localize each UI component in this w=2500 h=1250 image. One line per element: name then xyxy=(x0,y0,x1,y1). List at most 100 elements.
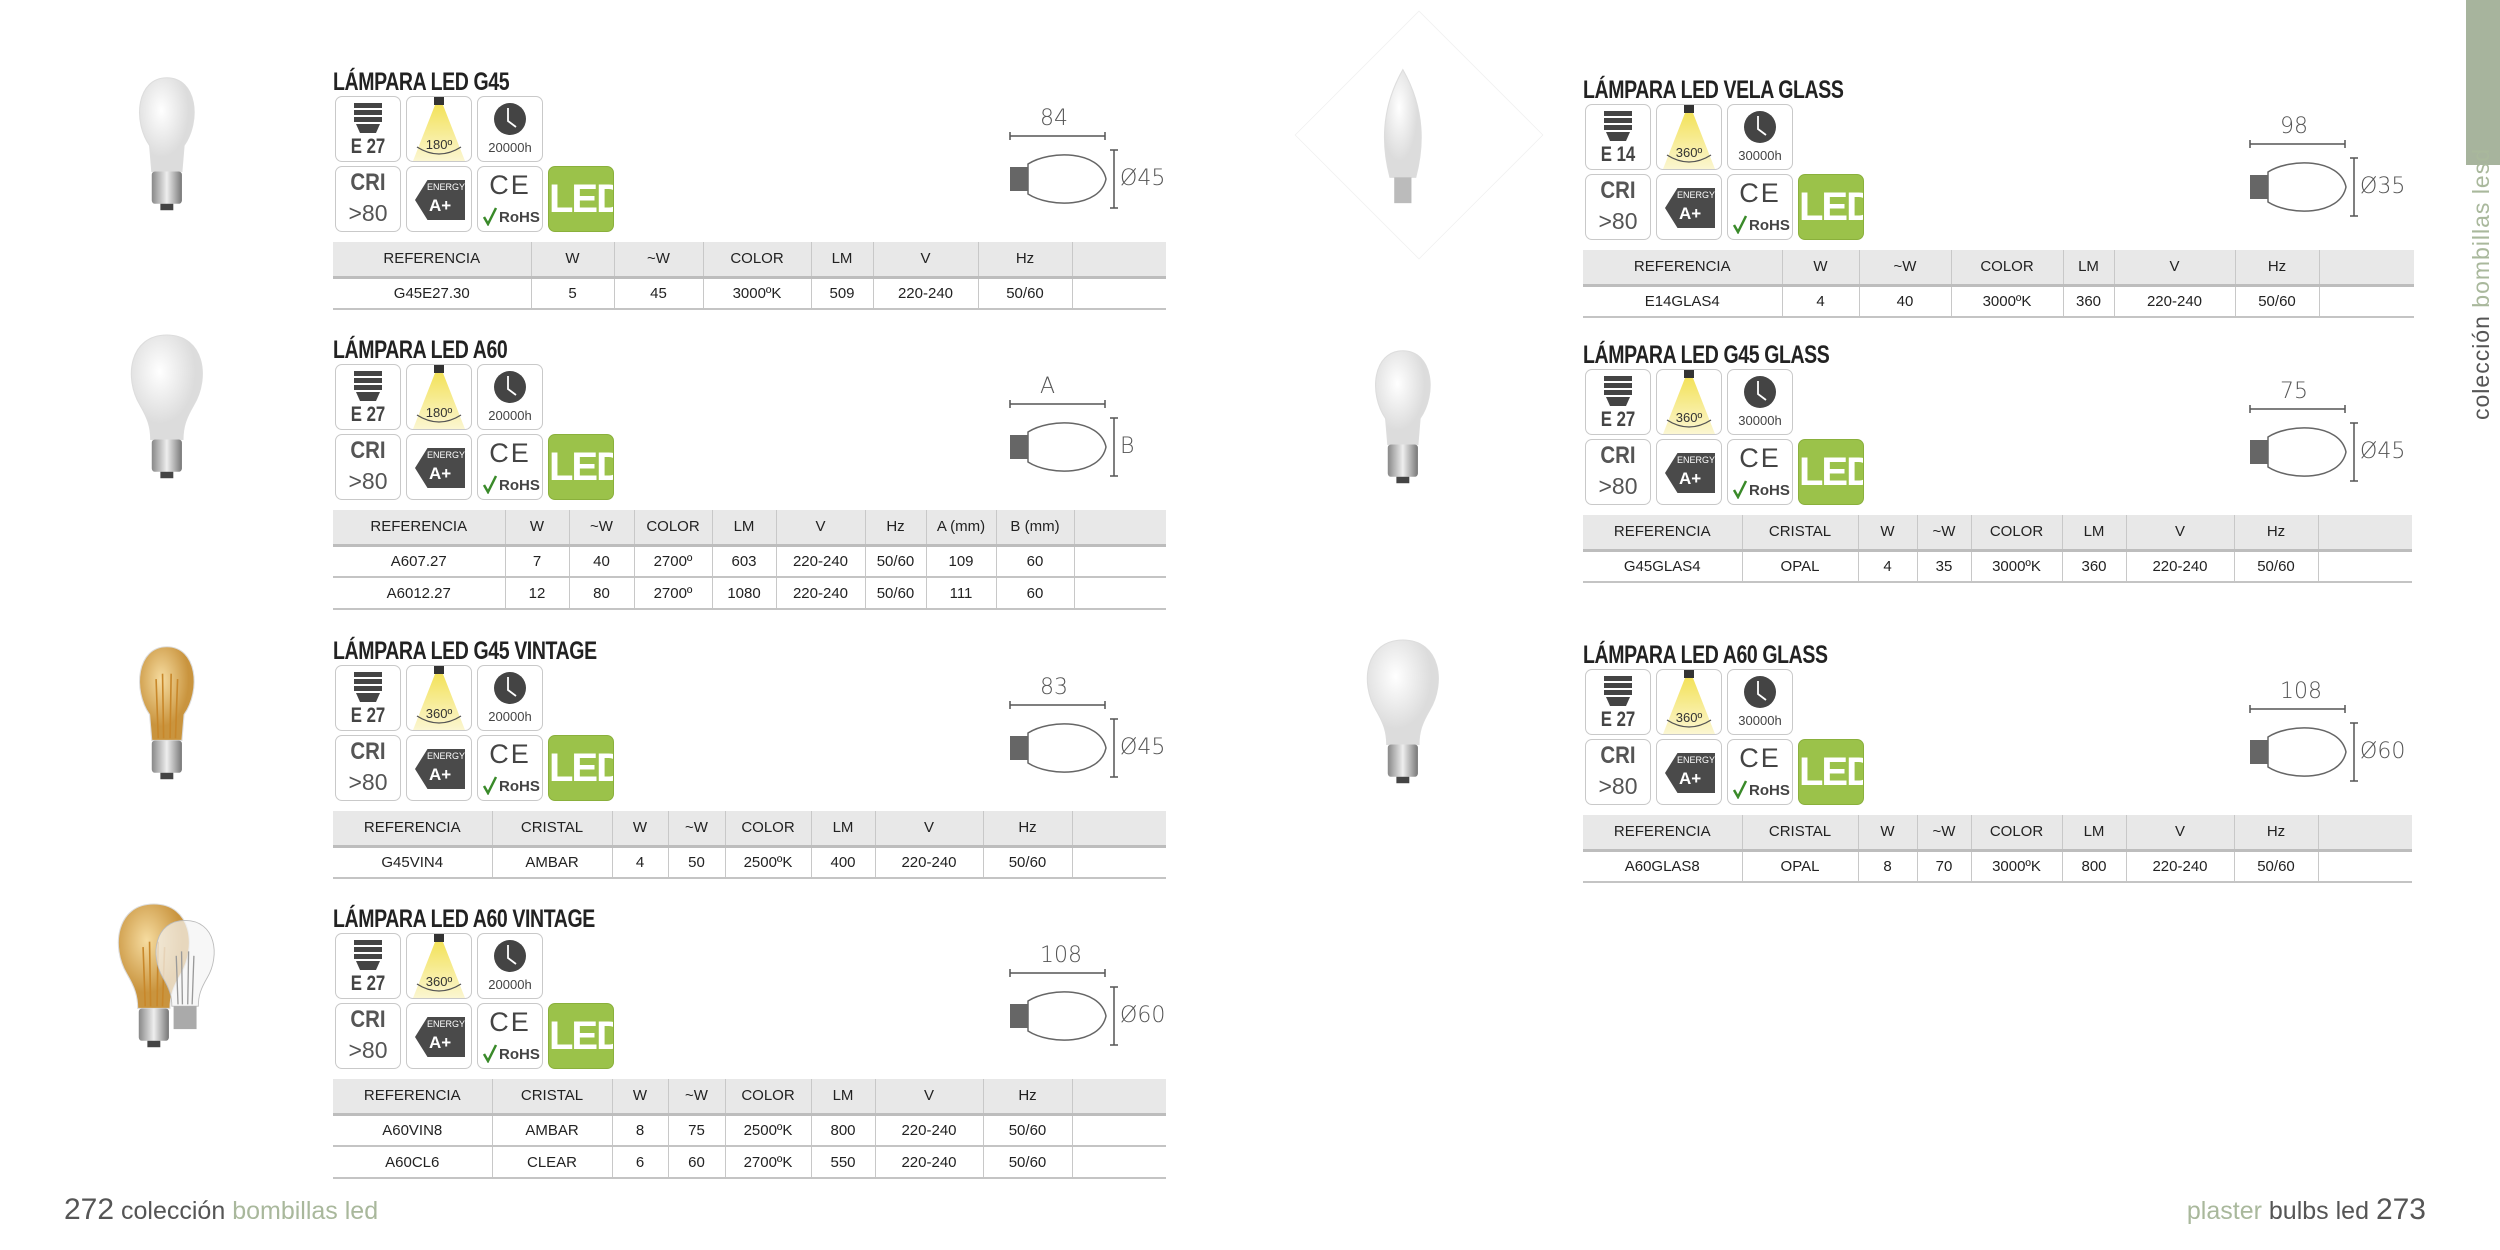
table-cell: E14GLAS4 xyxy=(1583,285,1783,318)
column-header: COLOR xyxy=(1951,250,2064,287)
column-header: Hz xyxy=(865,510,927,547)
table-cell: 60 xyxy=(996,577,1075,610)
column-header: REFERENCIA xyxy=(1583,250,1783,287)
column-header: Hz xyxy=(978,242,1073,279)
table-cell: 3000ºK xyxy=(1971,850,2063,883)
socket-icon: E 27 xyxy=(335,665,401,731)
table-cell: 50/60 xyxy=(865,577,927,610)
led-badge: LED xyxy=(548,434,614,500)
table-cell: 40 xyxy=(569,545,635,578)
ce-rohs-icon: CE RoHS xyxy=(477,735,543,801)
rohs-check-icon xyxy=(1732,780,1748,799)
bulb-image-frosted-candle xyxy=(1294,10,1544,260)
lifetime-hours-label: 20000h xyxy=(488,140,532,155)
energy-class: A+ xyxy=(429,196,452,215)
table-cell: 4 xyxy=(1858,550,1918,583)
table-cell: 8 xyxy=(1858,850,1918,883)
screw-socket-icon xyxy=(354,672,382,702)
cri-icon: CRI >80 xyxy=(1585,739,1651,805)
dimension-height: Ø60 xyxy=(1120,1003,1166,1028)
table-cell: A60GLAS8 xyxy=(1583,850,1743,883)
table-cell: G45VIN4 xyxy=(333,846,493,879)
footer-left-word1: colección xyxy=(121,1197,226,1225)
ce-mark: CE xyxy=(1739,443,1781,473)
socket-label: E 27 xyxy=(350,704,386,727)
spec-table: REFERENCIA CRISTAL W ~W COLOR LM V Hz G45GLAS4 OP… xyxy=(1583,515,2412,583)
beam-angle-label: 180º xyxy=(425,405,453,420)
bulb-outline-diagram xyxy=(2249,405,2358,482)
led-badge: LED xyxy=(1798,739,1864,805)
screw-socket-icon xyxy=(1604,676,1632,706)
bulb-image-opal-g45 xyxy=(1349,320,1489,505)
cri-value: >80 xyxy=(348,769,388,795)
table-header-row: REFERENCIA CRISTAL W ~W COLOR LM V Hz xyxy=(333,811,1166,848)
table-cell: 603 xyxy=(712,545,777,578)
column-header: Hz xyxy=(2234,815,2319,852)
energy-class: A+ xyxy=(429,1033,452,1052)
socket-label: E 27 xyxy=(1600,708,1636,731)
column-header: ~W xyxy=(668,1079,726,1116)
ce-rohs-icon: CE RoHS xyxy=(477,1003,543,1069)
column-header: ~W xyxy=(1917,515,1972,552)
column-header: COLOR xyxy=(634,510,713,547)
footer-right-word2: bulbs led xyxy=(2268,1197,2369,1225)
bulb-image-opal-a60 xyxy=(1349,620,1489,805)
socket-icon: E 27 xyxy=(335,96,401,162)
lifetime-hours-label: 20000h xyxy=(488,408,532,423)
table-cell: 2500ºK xyxy=(725,1114,812,1147)
column-header: ~W xyxy=(1917,815,1972,852)
energy-arrow-shape xyxy=(1665,453,1715,493)
table-cell: 12 xyxy=(505,577,570,610)
ce-rohs-icon: CE RoHS xyxy=(1727,739,1793,805)
product-title: LÁMPARA LED VELA GLASS xyxy=(1583,76,1844,104)
cri-icon: CRI >80 xyxy=(1585,174,1651,240)
ce-mark: CE xyxy=(489,739,531,769)
rohs-mark: RoHS xyxy=(1749,217,1790,234)
beam-angle-icon: 360º xyxy=(406,933,472,999)
led-badge: LED xyxy=(548,735,614,801)
table-cell: 220-240 xyxy=(875,846,984,879)
led-badge: LED xyxy=(548,1003,614,1069)
table-header-row: REFERENCIA W ~W COLOR LM V Hz A (mm) B (mm) xyxy=(333,510,1166,547)
table-cell: 220-240 xyxy=(875,1114,984,1147)
column-header: V xyxy=(873,242,979,279)
table-cell: G45E27.30 xyxy=(333,277,532,310)
table-cell: 70 xyxy=(1917,850,1972,883)
column-header: REFERENCIA xyxy=(1583,815,1743,852)
energy-class: A+ xyxy=(1679,469,1702,488)
dimension-height: Ø45 xyxy=(1120,735,1166,760)
dimension-width: A xyxy=(1040,374,1056,399)
column-header: V xyxy=(2126,515,2235,552)
rohs-check-icon xyxy=(1732,480,1748,499)
table-row: A60GLAS8 OPAL 8 70 3000ºK 800 220-240 50/60 xyxy=(1583,850,2412,883)
lifetime-hours-icon: 20000h xyxy=(477,364,543,430)
dimension-drawing: 108 Ø60 xyxy=(1000,939,1165,1059)
clock-icon xyxy=(1744,376,1776,408)
cri-label: CRI xyxy=(350,437,386,464)
energy-arrow-shape xyxy=(415,749,465,789)
table-cell: 2500ºK xyxy=(725,846,812,879)
column-header: Hz xyxy=(2234,515,2319,552)
table-cell: CLEAR xyxy=(492,1146,613,1179)
bulb-outline-diagram xyxy=(1009,400,1118,477)
column-header: W xyxy=(1782,250,1860,287)
column-header: Hz xyxy=(2235,250,2320,287)
table-cell xyxy=(1072,277,1166,310)
column-header: ~W xyxy=(614,242,704,279)
table-cell: 8 xyxy=(612,1114,669,1147)
socket-label: E 14 xyxy=(1600,143,1636,166)
column-header: CRISTAL xyxy=(492,811,613,848)
ce-rohs-icon: CE RoHS xyxy=(477,434,543,500)
sidebar-word1: colección xyxy=(2468,315,2494,420)
column-header: LM xyxy=(2062,515,2127,552)
rohs-check-icon xyxy=(482,1044,498,1063)
dimension-width: 75 xyxy=(2280,379,2308,404)
table-cell: 800 xyxy=(811,1114,876,1147)
beam-angle-icon: 360º xyxy=(1656,104,1722,170)
table-cell xyxy=(1072,1146,1166,1179)
ce-rohs-icon: CE RoHS xyxy=(477,166,543,232)
energy-label: ENERGY xyxy=(427,1019,466,1029)
dimension-drawing: 98 Ø35 xyxy=(2240,110,2405,230)
column-header: V xyxy=(2114,250,2236,287)
energy-class-icon: ENERGY A+ xyxy=(406,434,472,500)
